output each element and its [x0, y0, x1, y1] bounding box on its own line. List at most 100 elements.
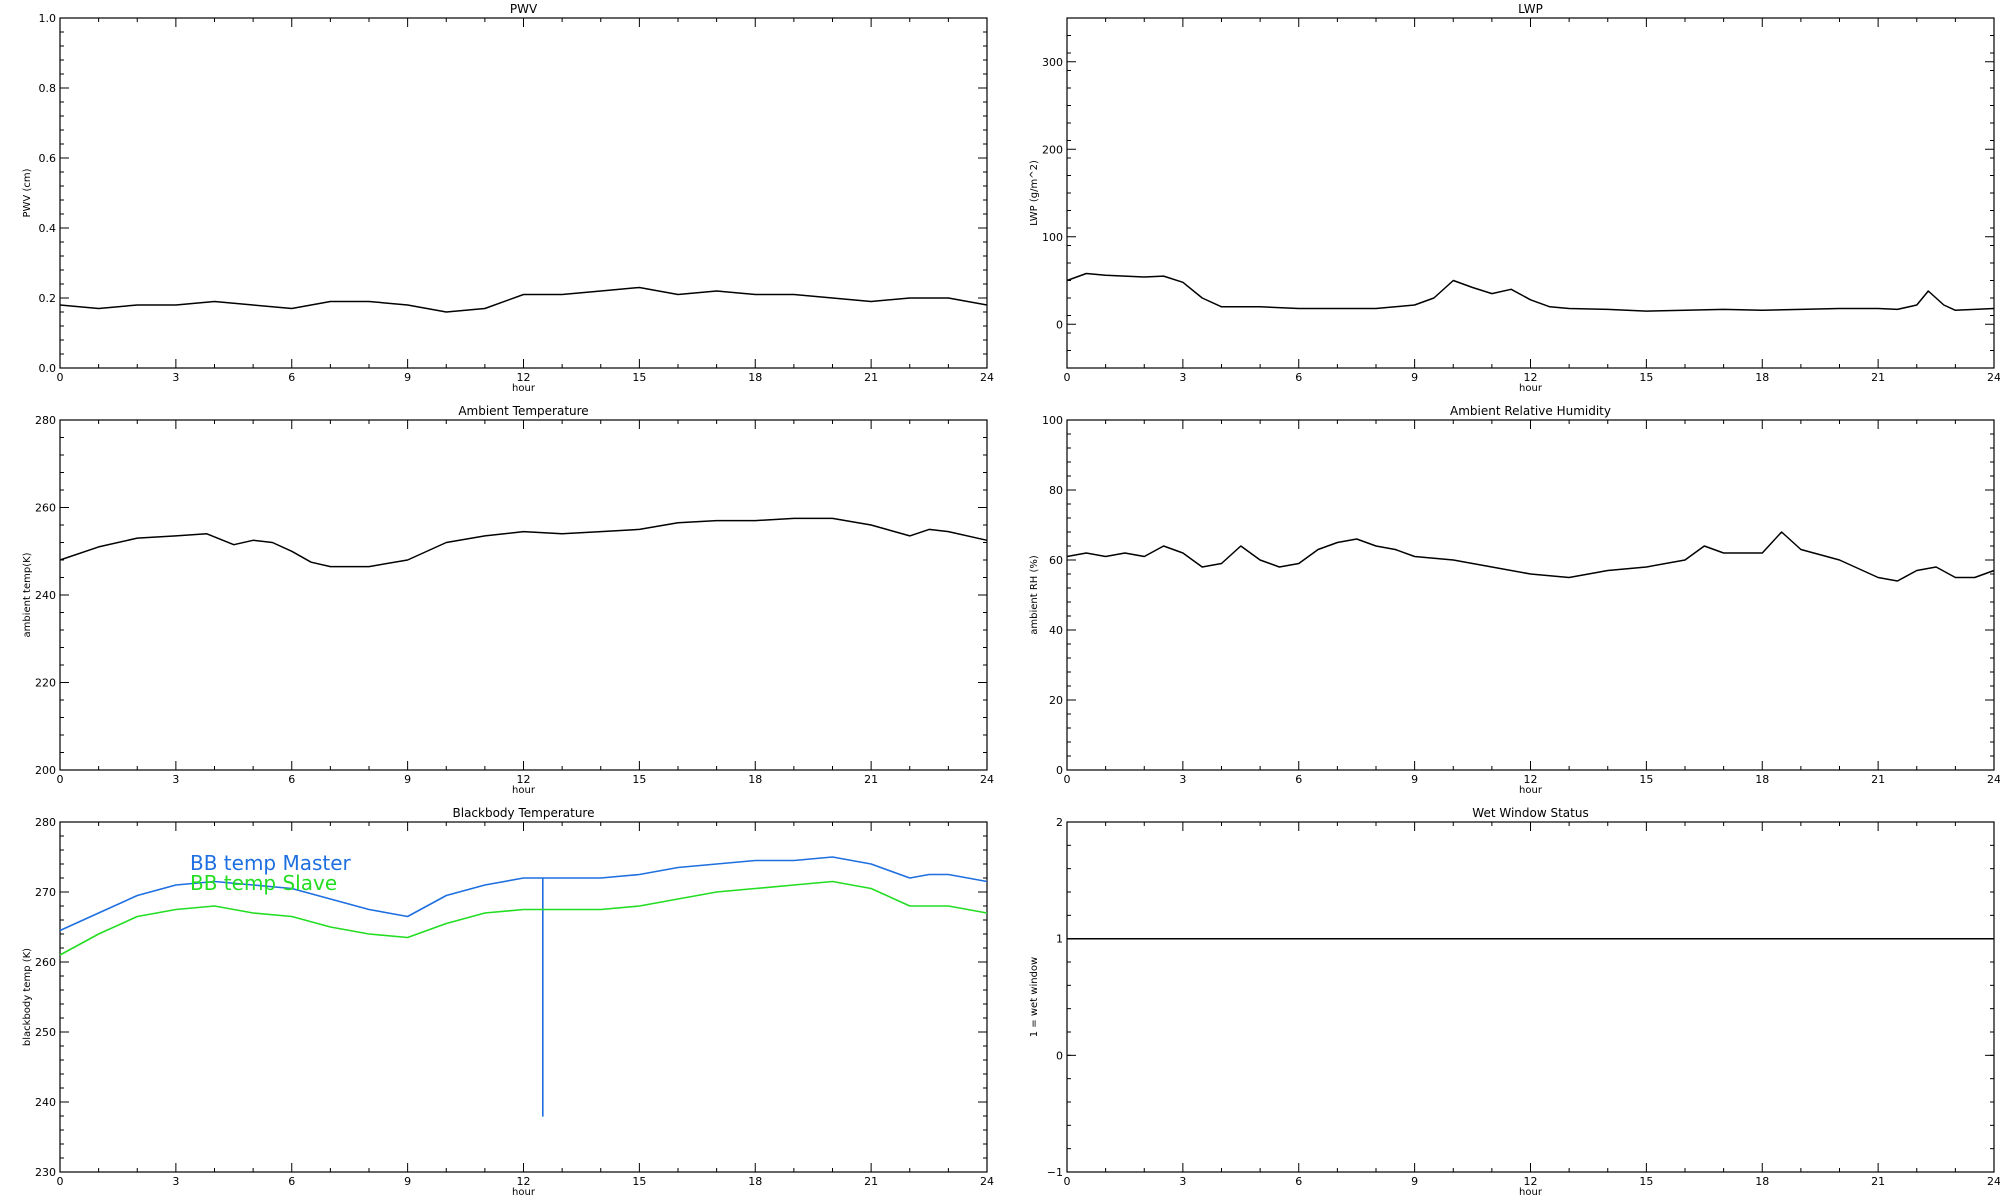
y-axis-label: LWP (g/m^2): [1029, 160, 1040, 226]
y-tick-label: 0: [1056, 318, 1063, 331]
x-tick-label: 21: [1871, 1175, 1885, 1188]
x-tick-label: 6: [288, 371, 295, 384]
x-tick-label: 12: [517, 371, 531, 384]
plot-frame: [59, 419, 988, 771]
chart-panel-1: PWV 0 3 6 9 12 15 18 21 24 0.0 0.2 0.4 0.6 0.8 1.0 hour P…: [22, 2, 994, 394]
x-tick-label: 21: [1871, 773, 1885, 786]
y-tick-label: 230: [35, 1166, 56, 1179]
plot-frame: [1066, 419, 1995, 771]
y-axis-label: blackbody temp (K): [22, 948, 33, 1046]
x-tick-label: 9: [404, 371, 411, 384]
x-tick-label: 24: [1987, 371, 2000, 384]
y-tick-label: 0.8: [39, 82, 57, 95]
x-axis-label: hour: [1519, 1187, 1543, 1198]
y-tick-label: 0.0: [39, 362, 57, 375]
y-tick-label: 100: [1042, 231, 1063, 244]
x-tick-label: 24: [1987, 773, 2000, 786]
x-tick-label: 24: [980, 773, 994, 786]
y-tick-label: 0.6: [39, 152, 57, 165]
chart-title: PWV: [510, 2, 538, 16]
x-tick-label: 21: [864, 773, 878, 786]
x-tick-label: 9: [1411, 773, 1418, 786]
x-tick-label: 24: [980, 371, 994, 384]
plot-frame: [1066, 17, 1995, 369]
series-line-1: [59, 856, 988, 1117]
chart-panel-4: Ambient Relative Humidity 0 3 6 9 12 15 18 21 24 0…: [1029, 404, 2000, 796]
chart-title: Blackbody Temperature: [453, 806, 595, 820]
y-axis-label: 1 = wet window: [1029, 957, 1040, 1037]
y-tick-label: 40: [1049, 624, 1063, 637]
x-axis-label: hour: [1519, 383, 1543, 394]
y-tick-label: 280: [35, 816, 56, 829]
chart-panel-2: LWP 0 3 6 9 12 15 18 21 24 0 100 200 300 hour LWP (g/m^…: [1029, 2, 2000, 394]
x-tick-label: 12: [1524, 371, 1538, 384]
x-tick-label: 3: [172, 1175, 179, 1188]
x-tick-label: 3: [1179, 371, 1186, 384]
y-tick-label: 100: [1042, 414, 1063, 427]
y-tick-label: 0: [1056, 1049, 1063, 1062]
series-line-1: [59, 286, 988, 313]
x-tick-label: 21: [1871, 371, 1885, 384]
y-axis-label: ambient temp(K): [22, 552, 33, 637]
x-axis-label: hour: [512, 383, 536, 394]
x-tick-label: 18: [1755, 371, 1769, 384]
y-tick-label: 0.2: [39, 292, 57, 305]
x-tick-label: 21: [864, 1175, 878, 1188]
x-tick-label: 15: [1639, 773, 1653, 786]
y-tick-label: 240: [35, 1096, 56, 1109]
x-tick-label: 12: [517, 773, 531, 786]
chart-panel-5: Blackbody Temperature 0 3 6 9 12 15 18 21 24 230 24…: [22, 806, 994, 1198]
x-tick-label: 18: [1755, 773, 1769, 786]
x-tick-label: 18: [748, 1175, 762, 1188]
x-tick-label: 9: [1411, 371, 1418, 384]
y-axis-label: PWV (cm): [22, 168, 33, 217]
chart-title: Ambient Temperature: [458, 404, 588, 418]
x-tick-label: 12: [1524, 1175, 1538, 1188]
x-tick-label: 3: [172, 371, 179, 384]
series-line-2: [59, 880, 988, 956]
y-tick-label: 80: [1049, 484, 1063, 497]
y-tick-label: 0.4: [39, 222, 57, 235]
y-tick-label: 1.0: [39, 12, 57, 25]
x-tick-label: 24: [980, 1175, 994, 1188]
chart-panel-3: Ambient Temperature 0 3 6 9 12 15 18 21 24 200 220 2…: [22, 404, 994, 796]
y-tick-label: 1: [1056, 933, 1063, 946]
x-tick-label: 3: [1179, 773, 1186, 786]
y-tick-label: 20: [1049, 694, 1063, 707]
y-tick-label: 260: [35, 956, 56, 969]
x-tick-label: 12: [1524, 773, 1538, 786]
x-tick-label: 9: [404, 1175, 411, 1188]
y-tick-label: 280: [35, 414, 56, 427]
x-tick-label: 15: [1639, 1175, 1653, 1188]
x-tick-label: 6: [1295, 371, 1302, 384]
chart-title: Ambient Relative Humidity: [1450, 404, 1611, 418]
x-tick-label: 6: [1295, 1175, 1302, 1188]
x-tick-label: 9: [404, 773, 411, 786]
x-tick-label: 0: [1064, 371, 1071, 384]
x-tick-label: 12: [517, 1175, 531, 1188]
x-tick-label: 15: [632, 773, 646, 786]
x-tick-label: 0: [1064, 1175, 1071, 1188]
y-tick-label: 220: [35, 677, 56, 690]
x-tick-label: 15: [1639, 371, 1653, 384]
x-tick-label: 18: [748, 371, 762, 384]
x-tick-label: 9: [1411, 1175, 1418, 1188]
legend-entry: BB temp Slave: [190, 871, 337, 895]
x-tick-label: 18: [748, 773, 762, 786]
x-tick-label: 15: [632, 371, 646, 384]
y-tick-label: 200: [35, 764, 56, 777]
x-tick-label: 24: [1987, 1175, 2000, 1188]
x-tick-label: 6: [288, 1175, 295, 1188]
chart-title: Wet Window Status: [1472, 806, 1588, 820]
x-tick-label: 21: [864, 371, 878, 384]
y-tick-label: 240: [35, 589, 56, 602]
x-tick-label: 0: [57, 1175, 64, 1188]
x-axis-label: hour: [512, 1187, 536, 1198]
x-axis-label: hour: [512, 785, 536, 796]
x-tick-label: 0: [57, 773, 64, 786]
x-tick-label: 6: [1295, 773, 1302, 786]
series-line-1: [59, 517, 988, 568]
x-tick-label: 15: [632, 1175, 646, 1188]
